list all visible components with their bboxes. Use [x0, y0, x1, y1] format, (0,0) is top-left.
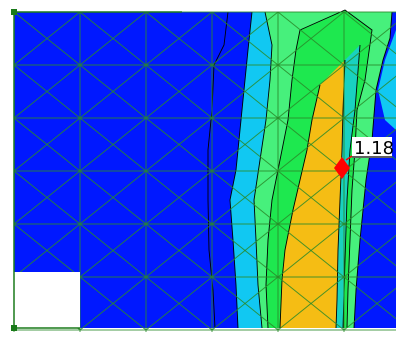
probe-value-label: 1.18 — [354, 138, 394, 159]
mesh-diagonal-line — [13, 170, 81, 225]
mesh-diagonal-line — [277, 117, 345, 172]
mesh-diagonal-line — [13, 223, 81, 278]
contour-line-5 — [279, 84, 321, 329]
mesh-diagonal-line — [343, 22, 396, 66]
mesh-diagonal-line — [277, 170, 345, 225]
mesh-diagonal-line — [145, 170, 213, 225]
contour-line-3 — [253, 11, 273, 329]
contour-line-7 — [335, 59, 346, 329]
probe-label-box — [352, 137, 392, 158]
mesh-diagonal-line — [13, 117, 81, 172]
contour-line-2 — [229, 11, 253, 329]
mesh-diagonal-line — [79, 276, 147, 331]
mesh-diagonal-line — [13, 11, 81, 66]
mesh-diagonal-line — [79, 223, 147, 278]
contour-line-6 — [299, 9, 373, 329]
mesh-diagonal-line — [145, 117, 213, 172]
mesh-diagonal-line — [145, 11, 213, 66]
contour-band-yellow — [280, 60, 345, 328]
corner-cutout — [14, 272, 80, 328]
mesh-diagonal-line — [343, 75, 396, 119]
mesh-diagonal-line — [343, 287, 396, 331]
mesh-diagonal-line — [145, 276, 213, 331]
boundary-corner-node-bottom-left[interactable] — [11, 325, 17, 331]
domain-boundary — [13, 11, 182, 329]
mesh-grid — [13, 11, 396, 332]
mesh-diagonal-line — [277, 276, 345, 331]
mesh-diagonal-line — [211, 117, 279, 172]
mesh-diagonal-line — [211, 170, 279, 225]
boundary-corner-node-top-left[interactable] — [11, 9, 17, 15]
mesh-diagonal-line — [13, 64, 81, 119]
probe-marker[interactable]: 1.18 — [334, 137, 394, 179]
mesh-diagonal-line — [79, 170, 147, 225]
mesh-diagonal-line — [277, 64, 345, 119]
mesh-diagonal-line — [343, 234, 396, 278]
mesh-diagonal-line — [145, 64, 213, 119]
mesh-diagonal-line — [211, 276, 279, 331]
mesh-diagonal-line — [211, 64, 279, 119]
contour-line-4 — [265, 29, 301, 329]
probe-leader-line — [345, 155, 353, 161]
mesh-diagonal-line — [277, 11, 345, 66]
contour-band-cyan-right — [378, 30, 396, 130]
mesh-diagonal-line — [211, 223, 279, 278]
probe-diamond[interactable] — [334, 157, 350, 179]
mesh-diagonal-line — [79, 11, 147, 66]
mesh-diagonal-line — [343, 181, 396, 225]
mesh-diagonal-line — [79, 64, 147, 119]
contour-lines — [207, 9, 393, 329]
mesh-diagonal-line — [145, 223, 213, 278]
mesh-diagonal-line — [277, 223, 345, 278]
mesh-diagonal-line — [79, 117, 147, 172]
mesh-diagonal-line — [211, 11, 279, 66]
